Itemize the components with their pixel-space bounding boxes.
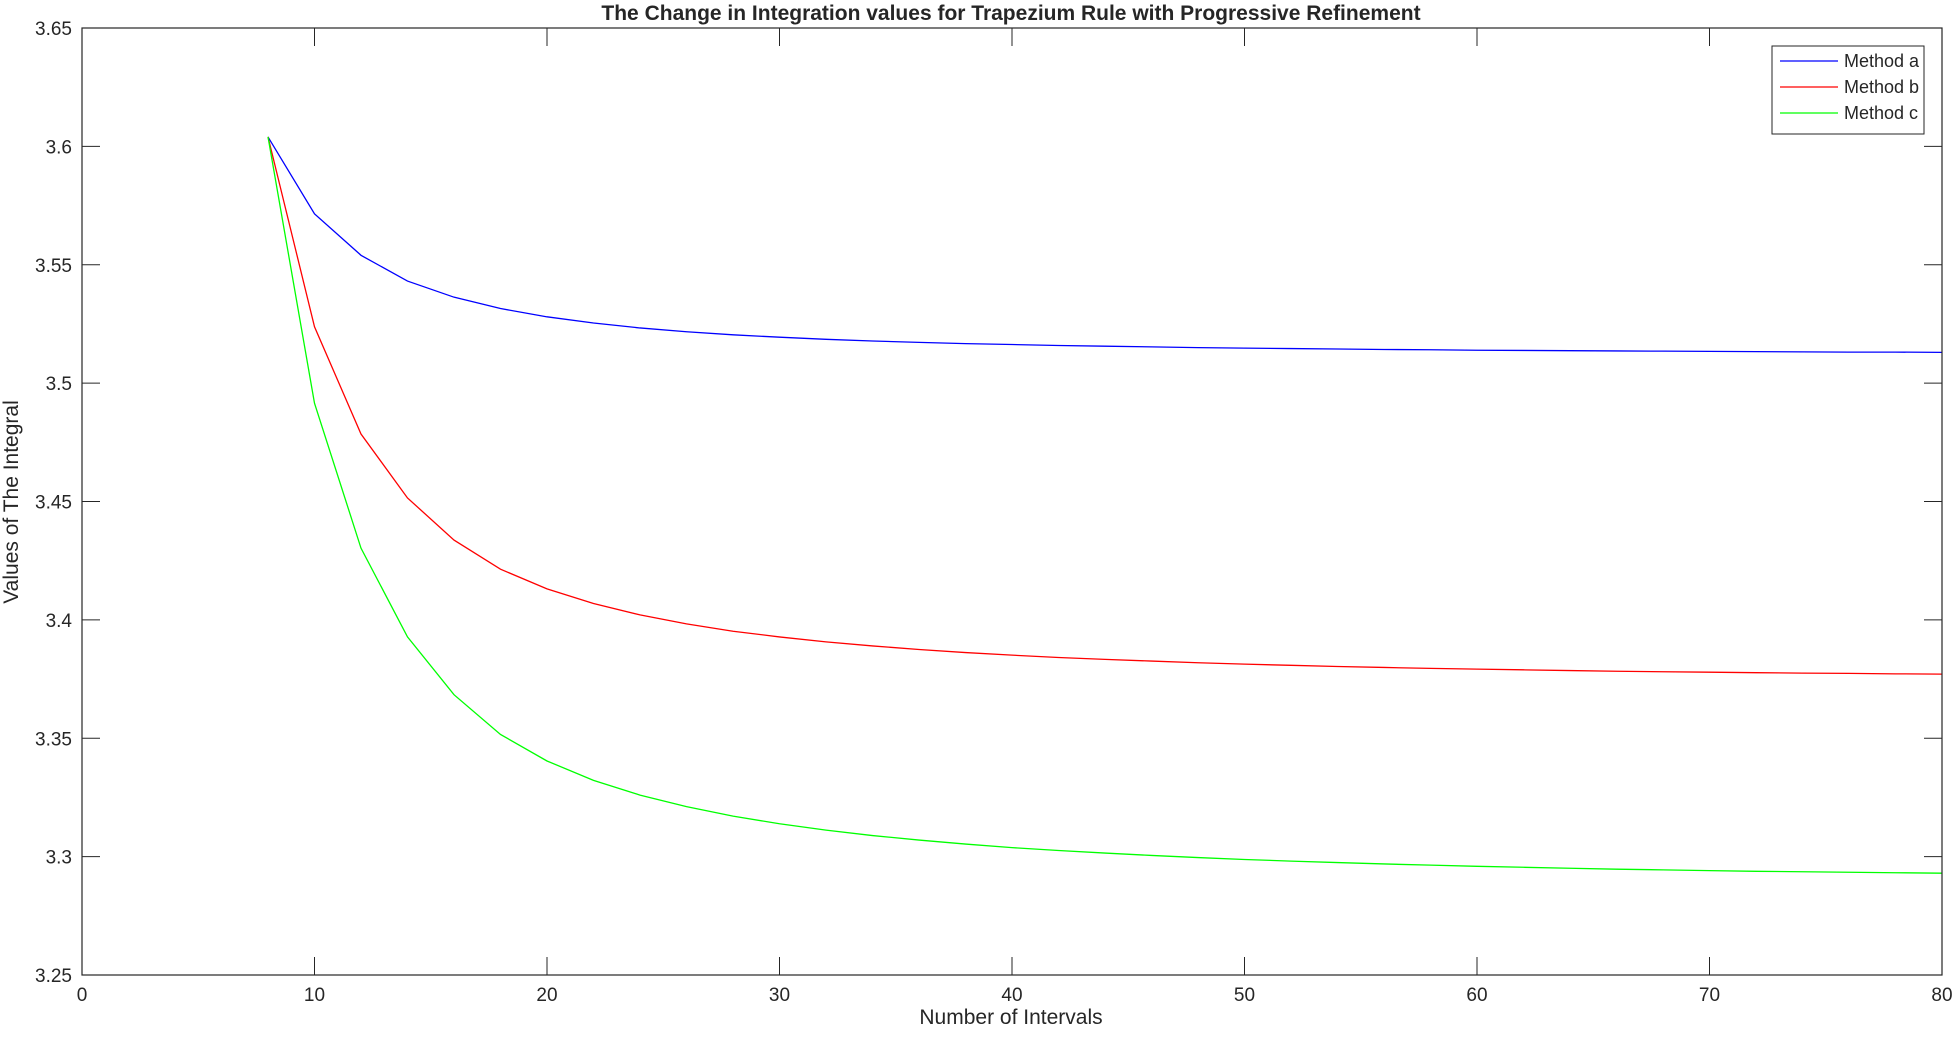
y-tick-label: 3.6 (46, 137, 72, 158)
legend-entry: Method a (1844, 51, 1920, 71)
x-tick-label: 40 (1001, 985, 1022, 1006)
legend-entry: Method c (1844, 103, 1918, 123)
y-tick-label: 3.45 (35, 493, 72, 514)
x-tick-label: 60 (1466, 985, 1487, 1006)
x-tick-label: 50 (1234, 985, 1255, 1006)
x-tick-label: 10 (304, 985, 325, 1006)
legend: Method a Method b Method c (1771, 45, 1925, 135)
y-tick-label: 3.25 (35, 966, 72, 987)
legend-entry: Method b (1844, 77, 1919, 97)
plot-area (82, 28, 1942, 975)
y-tick-label: 3.35 (35, 729, 72, 750)
series-line-method-a (267, 136, 1943, 353)
chart-title: The Change in Integration values for Tra… (601, 2, 1420, 25)
x-tick-label: 70 (1699, 985, 1720, 1006)
x-tick-label: 80 (1931, 985, 1952, 1006)
y-tick-label: 3.3 (46, 848, 72, 869)
y-tick-label: 3.65 (35, 19, 72, 40)
x-tick-label: 20 (536, 985, 557, 1006)
y-axis-label: Values of The Integral (0, 400, 23, 604)
y-axis: 3.25 3.3 3.35 3.4 3.45 3.5 3.55 3.6 3.65 (35, 19, 1942, 987)
x-axis: 0 10 20 30 40 50 60 70 80 (77, 28, 1953, 1006)
y-tick-label: 3.4 (46, 611, 73, 632)
series-line-method-b (267, 136, 1943, 675)
series-layer (267, 136, 1943, 874)
y-tick-label: 3.5 (46, 374, 72, 395)
y-tick-label: 3.55 (35, 256, 72, 277)
x-axis-label: Number of Intervals (919, 1006, 1102, 1029)
x-tick-label: 30 (769, 985, 790, 1006)
series-line-method-c (267, 136, 1943, 874)
x-tick-label: 0 (77, 985, 88, 1006)
